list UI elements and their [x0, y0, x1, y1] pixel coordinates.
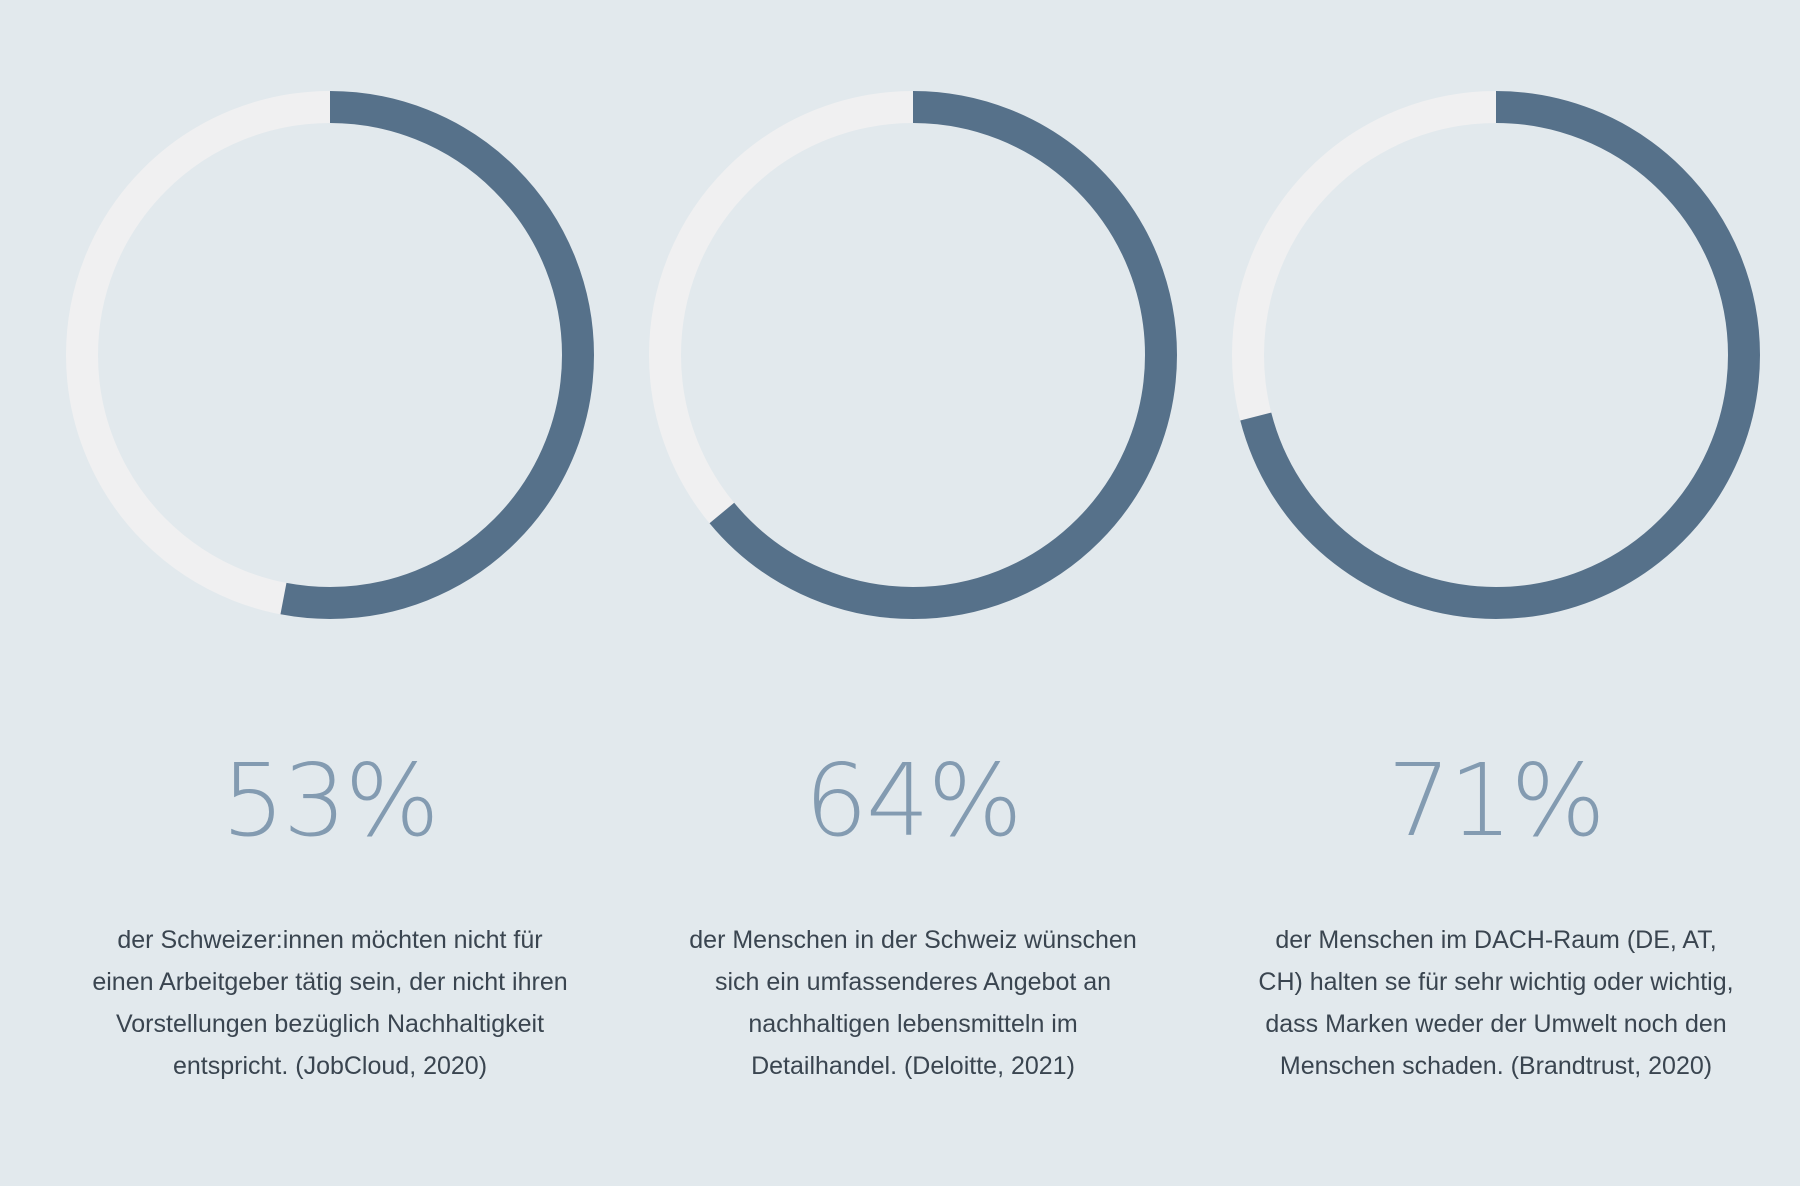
- description-2: der Menschen in der Schweiz wünschen sic…: [689, 926, 1137, 1080]
- stat-column-3: 71% der Menschen im DACH-Raum (DE, AT, C…: [1204, 0, 1787, 1186]
- donut-chart-3: [1232, 91, 1760, 619]
- stat-column-1: 53% der Schweizer:innen möchten nicht fü…: [38, 0, 621, 1186]
- donut-chart-2: [649, 91, 1177, 619]
- donut-value-arc: [1232, 91, 1760, 619]
- donut-chart-1: [66, 91, 594, 619]
- donut-value-arc: [66, 91, 594, 619]
- description-3: der Menschen im DACH-Raum (DE, AT, CH) h…: [1258, 926, 1734, 1080]
- percent-label-3: 71%: [1387, 742, 1605, 859]
- donut-value-arc: [649, 91, 1177, 619]
- description-1: der Schweizer:innen möchten nicht für ei…: [92, 926, 568, 1080]
- stat-column-2: 64% der Menschen in der Schweiz wünschen…: [621, 0, 1204, 1186]
- percent-label-1: 53%: [221, 742, 439, 859]
- percent-label-2: 64%: [804, 742, 1022, 859]
